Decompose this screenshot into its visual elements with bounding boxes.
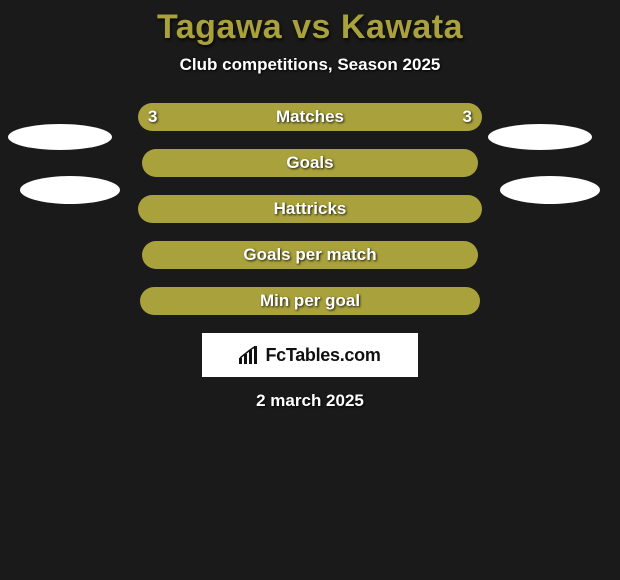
player-right-name: Kawata bbox=[341, 8, 463, 46]
fctables-logo: FcTables.com bbox=[202, 333, 418, 377]
side-ellipse bbox=[500, 176, 600, 204]
stat-value-left: 3 bbox=[148, 107, 157, 127]
player-left-name: Tagawa bbox=[157, 8, 282, 46]
stat-label: Goals per match bbox=[243, 245, 376, 265]
stat-row: Goals bbox=[0, 149, 620, 177]
chart-icon bbox=[239, 346, 261, 364]
stat-label: Goals bbox=[286, 153, 333, 173]
stat-label: Matches bbox=[276, 107, 344, 127]
side-ellipse bbox=[20, 176, 120, 204]
stat-label: Hattricks bbox=[274, 199, 347, 219]
footer-date: 2 march 2025 bbox=[0, 391, 620, 411]
stat-value-right: 3 bbox=[463, 107, 472, 127]
side-ellipse bbox=[8, 124, 112, 150]
fctables-logo-text: FcTables.com bbox=[239, 345, 380, 366]
stat-label: Min per goal bbox=[260, 291, 360, 311]
logo-label: FcTables.com bbox=[265, 345, 380, 366]
title-vs: vs bbox=[292, 8, 331, 46]
stat-row: Goals per match bbox=[0, 241, 620, 269]
side-ellipse bbox=[488, 124, 592, 150]
stat-row: Min per goal bbox=[0, 287, 620, 315]
comparison-title: Tagawa vs Kawata bbox=[0, 0, 620, 47]
subtitle: Club competitions, Season 2025 bbox=[0, 55, 620, 75]
